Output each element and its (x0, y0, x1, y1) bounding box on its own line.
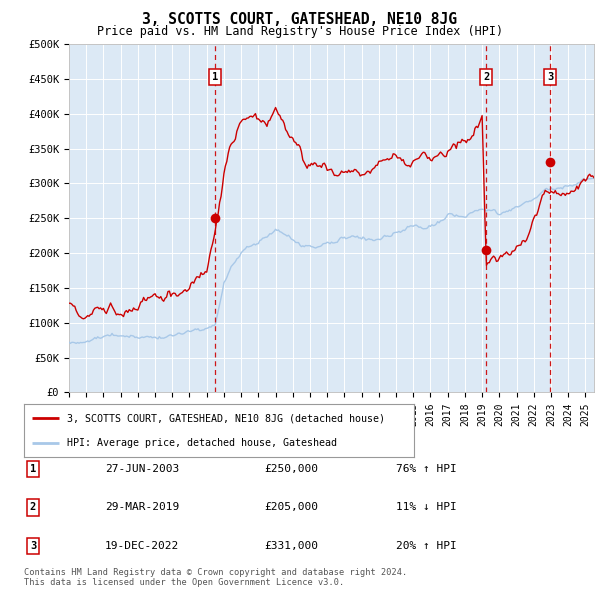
Text: 2: 2 (30, 503, 36, 512)
Text: Contains HM Land Registry data © Crown copyright and database right 2024.: Contains HM Land Registry data © Crown c… (24, 568, 407, 577)
Text: 27-JUN-2003: 27-JUN-2003 (105, 464, 179, 474)
Text: 1: 1 (212, 73, 218, 83)
Text: 3, SCOTTS COURT, GATESHEAD, NE10 8JG (detached house): 3, SCOTTS COURT, GATESHEAD, NE10 8JG (de… (67, 414, 385, 424)
Text: 3, SCOTTS COURT, GATESHEAD, NE10 8JG: 3, SCOTTS COURT, GATESHEAD, NE10 8JG (143, 12, 458, 27)
Text: This data is licensed under the Open Government Licence v3.0.: This data is licensed under the Open Gov… (24, 578, 344, 587)
Text: £205,000: £205,000 (264, 503, 318, 512)
Text: Price paid vs. HM Land Registry's House Price Index (HPI): Price paid vs. HM Land Registry's House … (97, 25, 503, 38)
Text: 3: 3 (30, 541, 36, 550)
Text: £250,000: £250,000 (264, 464, 318, 474)
Text: 76% ↑ HPI: 76% ↑ HPI (396, 464, 457, 474)
Text: £331,000: £331,000 (264, 541, 318, 550)
Text: HPI: Average price, detached house, Gateshead: HPI: Average price, detached house, Gate… (67, 438, 337, 448)
Text: 29-MAR-2019: 29-MAR-2019 (105, 503, 179, 512)
Text: 1: 1 (30, 464, 36, 474)
Text: 20% ↑ HPI: 20% ↑ HPI (396, 541, 457, 550)
Text: 19-DEC-2022: 19-DEC-2022 (105, 541, 179, 550)
Text: 2: 2 (483, 73, 490, 83)
Text: 3: 3 (547, 73, 553, 83)
Text: 11% ↓ HPI: 11% ↓ HPI (396, 503, 457, 512)
